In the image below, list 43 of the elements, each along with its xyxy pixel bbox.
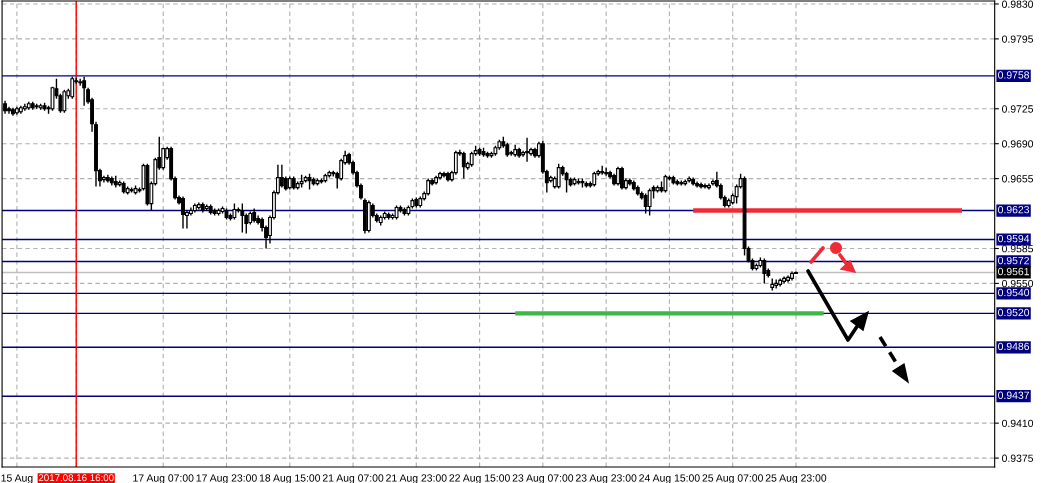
x-tick-label: 2017.08.16 16:00 [38, 474, 114, 482]
x-tick-label: 22 Aug 15:00 [449, 474, 510, 483]
candlestick [616, 165, 620, 187]
x-tick-label: 25 Aug 07:00 [702, 474, 763, 483]
candlestick [279, 163, 284, 189]
candlestick [620, 165, 624, 191]
y-tick-label: 0.9585 [1002, 244, 1034, 253]
x-tick-label: 23 Aug 23:00 [575, 474, 637, 483]
candlestick [181, 195, 185, 230]
ref-line-label: 0.9594 [998, 234, 1030, 243]
candlestick [525, 137, 529, 163]
y-tick-label: 0.9375 [1002, 454, 1034, 462]
x-tick-label: 17 Aug 07:00 [133, 474, 194, 483]
candlestick [604, 166, 609, 177]
y-tick-label: 0.9690 [1002, 140, 1034, 148]
x-tick-label: 17 Aug 23:00 [196, 474, 257, 483]
candlestick [78, 78, 83, 87]
x-tick-label: 21 Aug 23:00 [386, 474, 447, 483]
y-tick-label: 0.9830 [1002, 0, 1034, 8]
y-tick-label: 0.9655 [1002, 175, 1034, 183]
ref-line-label: 0.9561 [998, 267, 1030, 276]
y-tick-label: 0.9795 [1002, 35, 1034, 43]
x-tick-label: 21 Aug 07:00 [322, 474, 384, 483]
ref-line-label: 0.9437 [998, 391, 1029, 399]
candlestick [647, 187, 652, 217]
ref-line-label: 0.9540 [998, 288, 1030, 297]
y-tick-label: 0.9410 [1002, 419, 1034, 428]
candlestick [600, 164, 605, 176]
x-tick-label: 18 Aug 15:00 [259, 474, 321, 483]
y-tick-label: 0.9550 [1002, 279, 1034, 288]
ref-line-label: 0.9520 [998, 308, 1030, 317]
candlestick [461, 150, 466, 180]
ref-line-label: 0.9623 [998, 205, 1030, 214]
ref-line-label: 0.9758 [998, 71, 1030, 79]
x-tick-label: 23 Aug 07:00 [512, 474, 574, 483]
x-tick-label: 24 Aug 15:00 [639, 474, 700, 483]
y-tick-label: 0.9725 [1002, 105, 1034, 113]
candlestick [564, 170, 569, 194]
candlestick [240, 202, 245, 234]
ref-line-label: 0.9572 [998, 256, 1029, 265]
x-tick-label: 25 Aug 23:00 [765, 474, 827, 483]
x-tick-label: 15 Aug [1, 474, 33, 483]
ref-line-label: 0.9486 [998, 342, 1030, 351]
